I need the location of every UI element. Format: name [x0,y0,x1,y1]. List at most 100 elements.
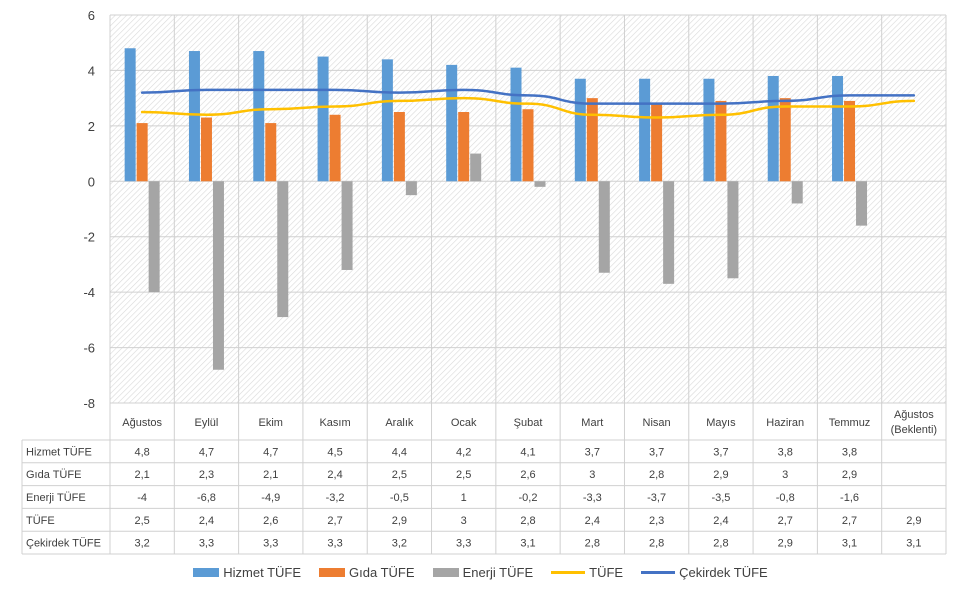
bar-enerji-t-fe [663,181,675,284]
data-table: Ağustos Eylül Ekim Kasım Aralık Ocak Şubat Mart… [21,403,947,555]
table-cell: 4,7 [199,446,214,458]
y-tick-label: -8 [83,396,95,411]
table-cell: 3,1 [906,538,921,550]
table-cell: 2,8 [649,469,664,481]
x-category-label: (Beklenti) [891,424,937,436]
table-cell: -4 [137,492,147,504]
table-cell: 1 [461,492,467,504]
table-cell: 3,3 [327,538,342,550]
bar-hizmet-t-fe [767,75,779,182]
table-cell: 4,4 [392,446,407,458]
table-cell: 2,1 [135,469,150,481]
table-cell: -3,5 [711,492,730,504]
x-category-label: Ocak [451,417,477,429]
table-cell: 3,1 [842,538,857,550]
table-cell: 3,3 [263,538,278,550]
bar-hizmet-t-fe [253,51,265,182]
legend-swatch [319,567,346,577]
y-tick-label: 4 [88,63,95,78]
table-row-label: Çekirdek TÜFE [26,538,101,550]
table-cell: 2,8 [649,538,664,550]
bar-g-da-t-fe [586,98,598,182]
table-cell: 3,7 [713,446,728,458]
bar-enerji-t-fe [148,181,160,293]
x-category-label: Ekim [259,417,283,429]
line-t-fe [140,96,916,119]
table-cell: -0,8 [776,492,795,504]
legend-label: Hizmet TÜFE [223,564,302,580]
legend-label: Gıda TÜFE [349,564,415,580]
table-cell: 4,5 [327,446,342,458]
table-cell: -0,2 [519,492,538,504]
table-cell: 3 [461,515,467,527]
table-cell: -1,6 [840,492,859,504]
bar-g-da-t-fe [393,112,405,182]
legend-item: Hizmet TÜFE [193,565,301,580]
table-cell: 2,6 [263,515,278,527]
table-cell: -6,8 [197,492,216,504]
legend-item: TÜFE [551,565,623,580]
x-category-label: Mayıs [706,417,736,429]
table-cell: 3,1 [520,538,535,550]
legend-label: Çekirdek TÜFE [679,564,768,580]
table-cell: 4,7 [263,446,278,458]
legend-label: TÜFE [589,564,624,580]
bar-hizmet-t-fe [188,51,200,182]
table-row-label: Enerji TÜFE [26,492,86,504]
x-category-label: Mart [581,417,603,429]
bar-enerji-t-fe [341,181,353,270]
x-category-label: Şubat [514,417,543,429]
table-cell: -3,3 [583,492,602,504]
x-category-label: Nisan [643,417,671,429]
table-cell: 2,3 [649,515,664,527]
table-cell: 2,9 [778,538,793,550]
table-cell: 2,9 [842,469,857,481]
bar-hizmet-t-fe [381,59,393,182]
table-cell: 3,8 [842,446,857,458]
table-cell: -3,7 [647,492,666,504]
bar-hizmet-t-fe [124,48,136,182]
legend-swatch [193,567,220,577]
table-row-label: Gıda TÜFE [26,469,81,481]
table-cell: 3,2 [135,538,150,550]
bar-enerji-t-fe [405,181,417,196]
table-cell: -3,2 [326,492,345,504]
bar-g-da-t-fe [265,123,277,182]
lines [140,88,916,119]
plot-area-background [110,15,946,403]
x-category-label: Kasım [319,417,350,429]
bar-g-da-t-fe [200,117,212,182]
table-row-label: Hizmet TÜFE [26,446,92,458]
y-tick-label: 0 [88,174,95,189]
bar-enerji-t-fe [791,181,803,204]
y-tick-label: 2 [88,119,95,134]
legend-swatch [432,567,459,577]
table-cell: 2,4 [327,469,342,481]
table-cell: 2,8 [520,515,535,527]
table-cell: 3 [782,469,788,481]
table-cell: 4,2 [456,446,471,458]
table-cell: 2,4 [199,515,214,527]
bar-enerji-t-fe [856,181,868,226]
legend-item: Çekirdek TÜFE [641,565,768,580]
bar-g-da-t-fe [458,112,470,182]
bar-hizmet-t-fe [639,78,651,182]
table-cell: 2,8 [713,538,728,550]
bar-g-da-t-fe [329,114,341,182]
x-category-label: Aralık [385,417,414,429]
table-cell: 2,7 [327,515,342,527]
table-cell: 3,3 [456,538,471,550]
legend: Hizmet TÜFE Gıda TÜFE Enerji TÜFE TÜFE Çekir… [0,562,961,582]
table-cell: -4,9 [261,492,280,504]
table-cell: 4,8 [135,446,150,458]
bar-enerji-t-fe [470,153,482,182]
x-category-label: Ağustos [894,409,934,421]
table-cell: 2,5 [392,469,407,481]
bar-g-da-t-fe [651,103,663,182]
bar-enerji-t-fe [534,181,546,187]
table-cell: 2,3 [199,469,214,481]
x-category-label: Haziran [766,417,804,429]
y-axis: 6 4 2 0 -2 -4 -6 -8 [83,8,95,411]
table-cell: 2,9 [392,515,407,527]
y-tick-label: -6 [83,341,95,356]
